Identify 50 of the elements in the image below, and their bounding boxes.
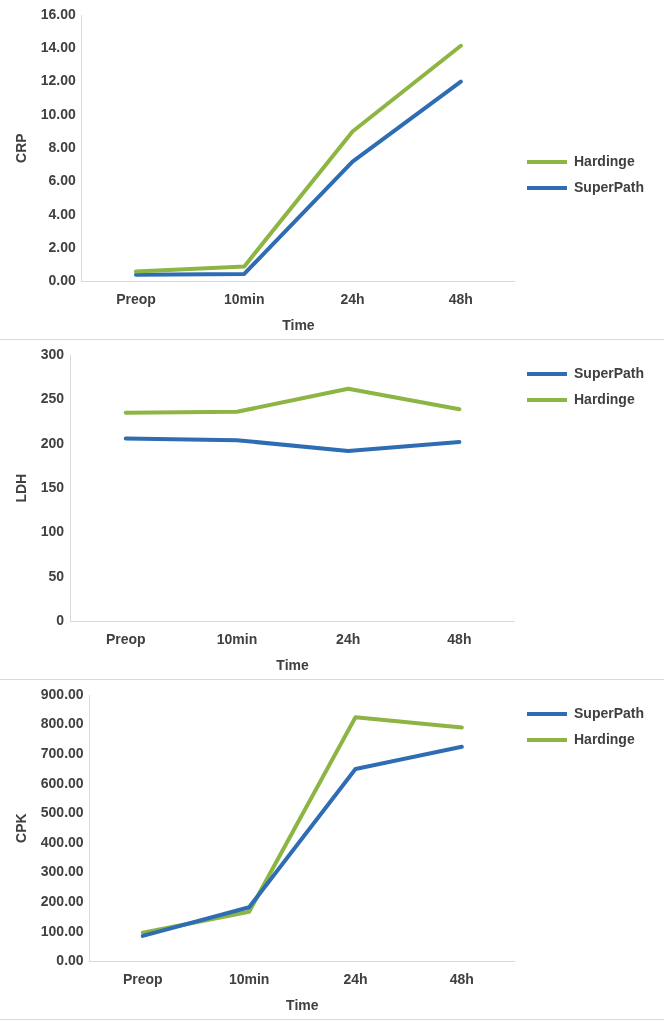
y-tick-label: 300 xyxy=(40,345,65,362)
x-tick-label: Preop xyxy=(105,630,146,647)
legend-label: SuperPath xyxy=(573,704,644,721)
y-tick-label: 16.00 xyxy=(40,5,77,22)
x-axis-title: Time xyxy=(282,317,315,334)
y-tick-label: 700.00 xyxy=(40,745,84,762)
legend-label: Hardinge xyxy=(573,390,635,407)
y-tick-label: 250 xyxy=(40,390,65,407)
y-tick-label: 10.00 xyxy=(40,105,77,122)
x-tick-label: 48h xyxy=(448,290,473,307)
y-tick-label: 300.00 xyxy=(40,863,84,880)
y-tick-label: 800.00 xyxy=(40,715,84,732)
y-tick-label: 400.00 xyxy=(40,833,84,850)
x-tick-label: 10min xyxy=(216,630,258,647)
y-tick-label: 50 xyxy=(48,567,65,584)
x-tick-label: 24h xyxy=(340,290,365,307)
x-tick-label: 24h xyxy=(343,970,368,987)
y-axis-title: CRP xyxy=(13,133,30,163)
y-tick-label: 500.00 xyxy=(40,804,84,821)
x-tick-label: 48h xyxy=(449,970,474,987)
y-axis-title: LDH xyxy=(13,473,30,503)
legend-label: SuperPath xyxy=(573,364,644,381)
legend-label: Hardinge xyxy=(573,152,635,169)
x-tick-label: 48h xyxy=(447,630,472,647)
y-tick-label: 14.00 xyxy=(40,39,77,56)
y-tick-label: 8.00 xyxy=(48,139,77,156)
y-tick-label: 900.00 xyxy=(40,685,84,702)
y-tick-label: 2.00 xyxy=(48,238,77,255)
x-tick-label: 10min xyxy=(224,290,265,307)
y-tick-label: 0 xyxy=(56,612,65,629)
y-tick-label: 200 xyxy=(40,434,65,451)
x-tick-label: Preop xyxy=(122,970,163,987)
x-axis-title: Time xyxy=(276,657,309,674)
y-tick-label: 6.00 xyxy=(48,172,77,189)
x-tick-label: 24h xyxy=(336,630,361,647)
x-tick-label: 10min xyxy=(228,970,270,987)
y-tick-label: 200.00 xyxy=(40,893,84,910)
x-tick-label: Preop xyxy=(116,290,156,307)
y-tick-label: 150 xyxy=(40,479,65,496)
legend-label: SuperPath xyxy=(573,178,644,195)
y-tick-label: 12.00 xyxy=(40,72,77,89)
y-tick-label: 0.00 xyxy=(48,272,77,289)
legend-label: Hardinge xyxy=(573,730,635,747)
y-axis-title: CPK xyxy=(13,813,30,843)
x-axis-title: Time xyxy=(286,997,319,1014)
y-tick-label: 4.00 xyxy=(48,205,77,222)
y-tick-label: 100.00 xyxy=(40,922,84,939)
y-tick-label: 0.00 xyxy=(56,952,84,969)
y-tick-label: 100 xyxy=(40,523,65,540)
y-tick-label: 600.00 xyxy=(40,774,84,791)
